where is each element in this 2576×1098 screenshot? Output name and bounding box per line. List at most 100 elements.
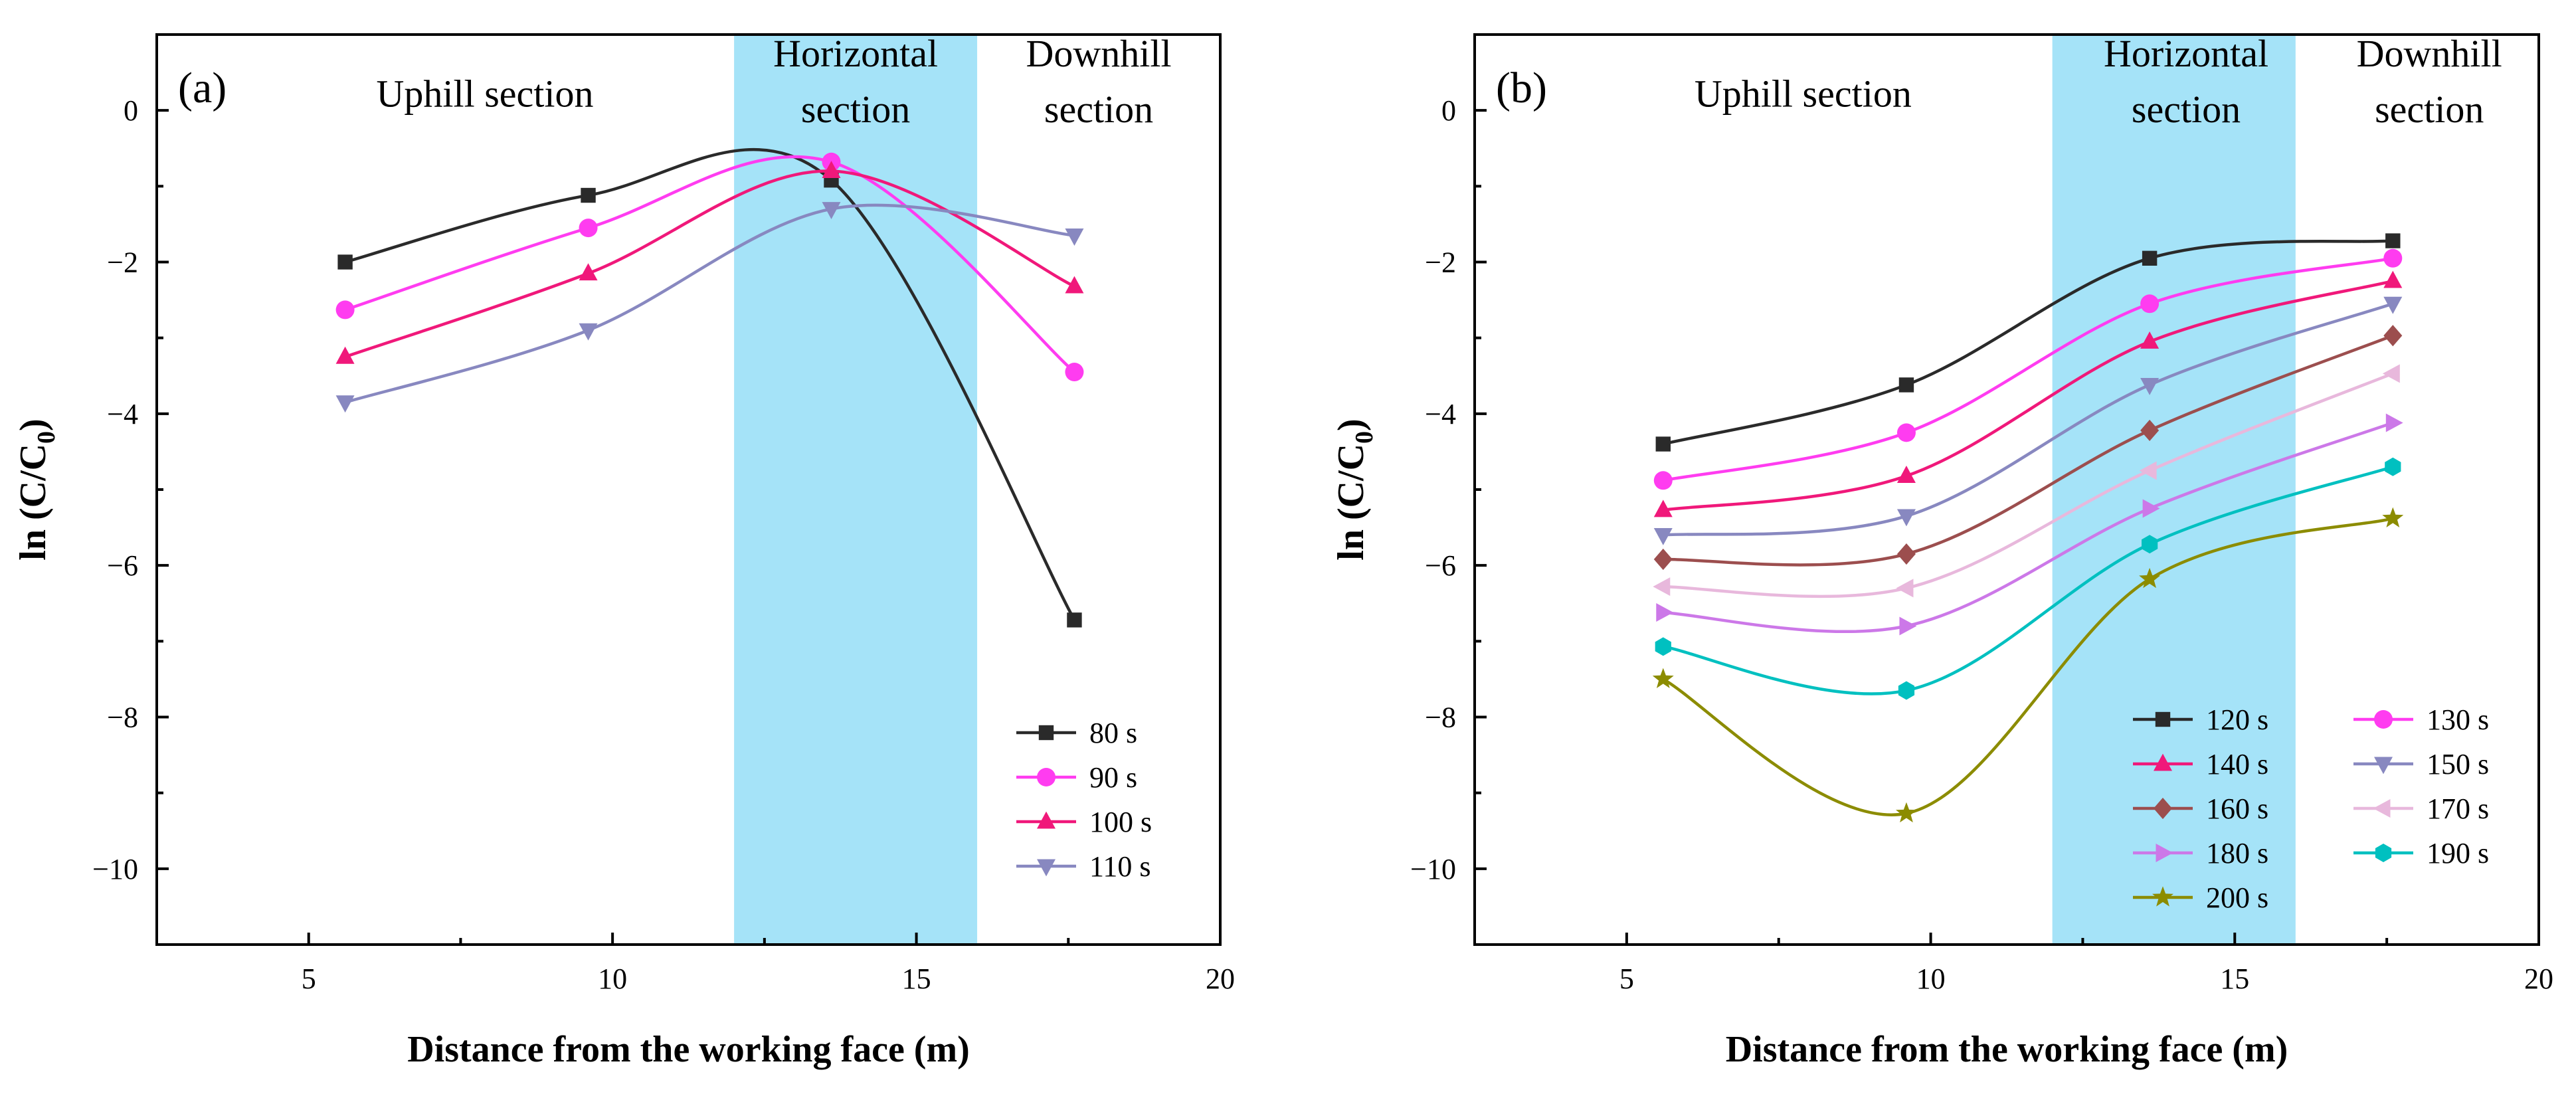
data-point — [2382, 507, 2404, 527]
legend-entry-label: 130 s — [2427, 703, 2489, 736]
series-line — [344, 203, 1075, 404]
legend-marker — [1037, 768, 1056, 786]
data-point — [335, 395, 355, 413]
series-line — [1663, 302, 2394, 537]
panel-b: Uphill section Horizontal section Downhill s… — [1331, 32, 2553, 1070]
y-tick-label: −2 — [1425, 246, 1456, 279]
y-tick-label: −10 — [1410, 853, 1456, 885]
data-point — [1652, 668, 1674, 689]
y-tick-label: −6 — [1425, 549, 1456, 582]
legend-entry-label: 170 s — [2427, 792, 2489, 825]
legend-entry-label: 80 s — [1089, 717, 1137, 749]
data-point — [2383, 248, 2403, 268]
data-point — [1656, 602, 1674, 622]
series-line — [1662, 517, 2393, 816]
data-point — [1655, 637, 1671, 656]
data-point — [1065, 276, 1084, 294]
series-line — [1663, 465, 2393, 695]
x-tick-label: 15 — [2220, 962, 2249, 995]
x-tick-label: 10 — [1916, 962, 1946, 995]
data-point — [1653, 500, 1673, 517]
y-axis-title-main: ln (C/C — [13, 444, 54, 561]
data-point — [2142, 250, 2158, 266]
x-axis-title: Distance from the working face (m) — [1726, 1029, 2288, 1070]
legend-entry-label: 140 s — [2206, 748, 2268, 780]
data-point — [1896, 509, 1916, 527]
data-point — [2142, 499, 2160, 518]
region-label-1-line-0: Horizontal — [2104, 32, 2268, 75]
series-line — [1663, 239, 2393, 446]
data-point — [1653, 577, 1671, 596]
data-point — [1896, 579, 1914, 598]
data-point — [822, 202, 841, 219]
region-label-0-line-0: Uphill section — [377, 72, 594, 115]
y-tick-label: −10 — [92, 853, 138, 885]
series-line — [1663, 372, 2394, 598]
y-axis-title: ln (C/C0) — [13, 418, 60, 560]
legend-marker — [2152, 886, 2173, 907]
panel-label: (a) — [178, 64, 227, 112]
data-point — [579, 323, 598, 341]
data-point — [822, 161, 841, 178]
data-point — [1896, 423, 1916, 442]
region-label-2-line-1: section — [2375, 88, 2484, 131]
data-point — [2139, 461, 2157, 480]
series-6 — [1656, 413, 2403, 636]
y-axis-title-close: ) — [1331, 418, 1372, 431]
panel-a: Uphill section Horizontal section Downhill s… — [13, 32, 1235, 1070]
legend-marker — [2374, 710, 2393, 729]
data-point — [2140, 331, 2160, 349]
data-point — [335, 346, 355, 364]
data-point — [1899, 616, 1917, 636]
data-point — [1653, 528, 1673, 545]
series-7 — [1655, 457, 2401, 700]
horizontal-section-band — [734, 35, 978, 945]
legend-marker — [2155, 711, 2171, 727]
data-point — [2383, 270, 2403, 288]
legend-entry-label: 180 s — [2206, 837, 2268, 869]
data-point — [337, 254, 353, 270]
data-point — [581, 187, 596, 203]
data-point — [1067, 612, 1082, 628]
horizontal-section-band — [2052, 35, 2296, 945]
series-3 — [335, 202, 1084, 413]
region-label-2-line-1: section — [1044, 88, 1153, 131]
x-axis-title: Distance from the working face (m) — [407, 1029, 970, 1070]
series-1 — [1653, 248, 2403, 490]
region-label-1-line-1: section — [2132, 88, 2241, 131]
data-point — [1896, 466, 1916, 483]
region-label-2-line-0: Downhill — [2357, 32, 2502, 75]
legend-entry-label: 190 s — [2427, 837, 2489, 869]
data-point — [2385, 457, 2401, 476]
y-tick-label: −2 — [107, 246, 138, 279]
data-point — [2383, 296, 2403, 314]
series-0 — [337, 147, 1082, 628]
legend: 120 s 130 s 140 s 150 s 160 s 170 s 180 s 190 s… — [2133, 703, 2489, 914]
x-tick-label: 15 — [902, 962, 931, 995]
data-point — [2385, 413, 2403, 432]
series-line — [1663, 279, 2393, 512]
panel-label: (b) — [1496, 64, 1547, 112]
data-point — [1653, 471, 1673, 490]
region-label-2-line-0: Downhill — [1026, 32, 1171, 75]
y-tick-label: −4 — [107, 398, 138, 430]
legend-marker — [2374, 757, 2393, 775]
data-point — [2382, 364, 2400, 383]
legend-marker — [2373, 799, 2391, 818]
legend-entry-label: 120 s — [2206, 703, 2268, 736]
x-tick-label: 5 — [1619, 962, 1634, 995]
series-2 — [335, 161, 1084, 364]
series-4 — [1653, 325, 2403, 571]
y-axis-title: ln (C/C0) — [1331, 418, 1378, 560]
series-0 — [1655, 233, 2401, 452]
data-point — [335, 300, 355, 320]
x-tick-label: 20 — [2524, 962, 2553, 995]
data-point — [579, 219, 598, 238]
y-axis-title-subscript: 0 — [33, 431, 60, 444]
data-point — [2140, 294, 2160, 314]
legend-entry-label: 150 s — [2427, 748, 2489, 780]
data-point — [1898, 681, 1915, 700]
series-line — [1663, 334, 2394, 567]
legend-entry-label: 160 s — [2206, 792, 2268, 825]
legend: 80 s 90 s 100 s 110 s — [1016, 717, 1152, 883]
